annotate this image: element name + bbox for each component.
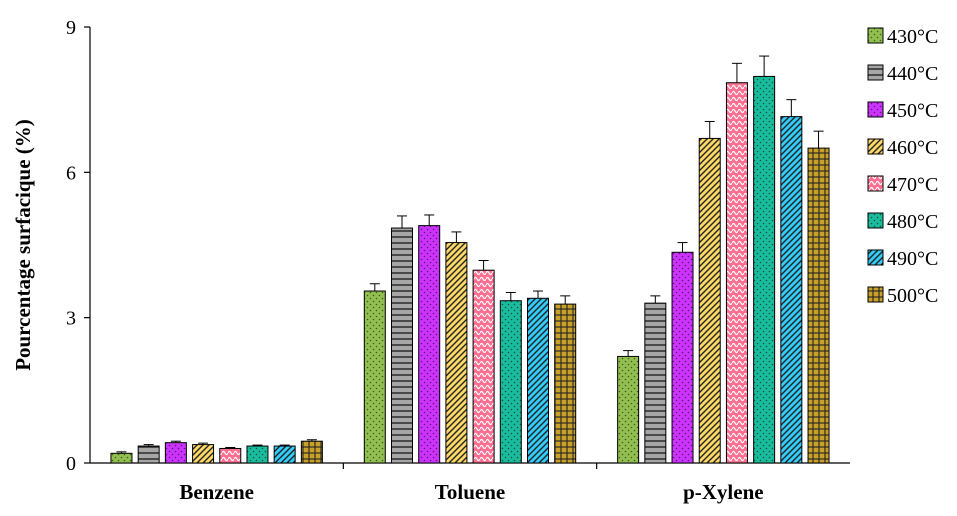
bar <box>472 269 495 464</box>
bar <box>219 447 242 464</box>
y-tick-label: 9 <box>66 17 76 39</box>
bar <box>644 302 667 464</box>
legend-swatch <box>867 27 884 44</box>
category-label: p-Xylene <box>683 480 764 504</box>
legend-label: 490°C <box>887 248 938 270</box>
legend-swatch <box>867 212 884 229</box>
bar <box>617 355 640 464</box>
legend-label: 480°C <box>887 211 938 233</box>
bar <box>192 444 215 464</box>
bar <box>753 75 776 464</box>
y-tick-label: 3 <box>66 308 76 330</box>
legend-swatch <box>867 175 884 192</box>
legend: 430°C 440°C 450°C 460°C 470°C 480°C 490°C 500°C <box>867 26 938 307</box>
y-axis-label: Pourcentage surfacique (%) <box>11 119 35 371</box>
category-label: Toluene <box>435 480 505 504</box>
bar <box>698 137 721 464</box>
legend-swatch <box>867 138 884 155</box>
axes: 0 3 6 9 Benzene Toluene p-Xylene <box>66 17 850 504</box>
bar <box>671 251 694 464</box>
y-tick-label: 6 <box>66 162 76 184</box>
bar <box>363 290 386 464</box>
legend-swatch <box>867 286 884 303</box>
bar <box>499 300 522 464</box>
legend-swatch <box>867 249 884 266</box>
legend-label: 460°C <box>887 137 938 159</box>
bars <box>110 55 830 464</box>
bar <box>554 303 577 464</box>
bar <box>110 452 133 464</box>
legend-swatch <box>867 64 884 81</box>
bar <box>246 445 269 464</box>
legend-swatch <box>867 101 884 118</box>
bar <box>807 147 830 464</box>
bar <box>391 227 413 464</box>
bar <box>445 242 468 464</box>
bar <box>273 445 296 464</box>
category-label: Benzene <box>179 480 254 504</box>
bar <box>164 442 187 464</box>
bar <box>137 445 160 464</box>
legend-label: 500°C <box>887 285 938 307</box>
bar <box>300 440 323 464</box>
legend-label: 430°C <box>887 26 938 48</box>
bar <box>527 297 549 464</box>
legend-label: 450°C <box>887 100 938 122</box>
bar <box>418 225 441 464</box>
legend-label: 440°C <box>887 63 938 85</box>
bar <box>780 116 803 464</box>
y-tick-label: 0 <box>66 453 76 475</box>
legend-label: 470°C <box>887 174 938 196</box>
bar <box>725 82 748 464</box>
